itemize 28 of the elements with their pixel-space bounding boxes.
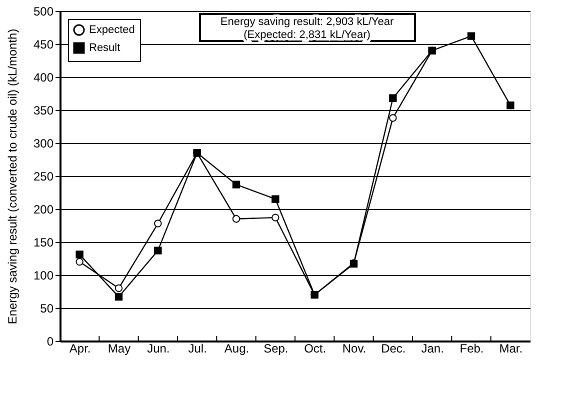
x-tick-label: Sep.: [264, 342, 288, 356]
y-tick-label: 50: [40, 302, 54, 316]
x-tick-label: Jun.: [147, 342, 170, 356]
x-tick-label: Dec.: [381, 342, 406, 356]
y-tick-label: 500: [33, 4, 54, 18]
x-tick-label: Apr.: [69, 342, 91, 356]
x-tick-label: Oct.: [304, 342, 326, 356]
annotation: (Expected: 2,831 kL/Year): [244, 29, 370, 41]
legend-label: Result: [89, 42, 120, 54]
x-tick-label: Nov.: [342, 342, 366, 356]
y-tick-label: 350: [33, 104, 54, 118]
y-tick-label: 450: [33, 38, 54, 52]
y-tick-label: 250: [33, 170, 54, 184]
x-tick-label: Mar.: [499, 342, 523, 356]
y-tick-label: 400: [33, 70, 54, 84]
annotation: Energy saving result: 2,903 kL/Year: [220, 16, 394, 28]
x-tick-label: Feb.: [460, 342, 484, 356]
y-tick-label: 300: [33, 136, 54, 150]
y-tick-label: 0: [46, 334, 54, 348]
x-tick-label: Jul.: [188, 342, 207, 356]
y-tick-label: 100: [33, 268, 54, 282]
y-axis-title: Energy saving result (converted to crude oil) (kL/month): [5, 28, 20, 324]
y-tick-label: 150: [33, 236, 54, 250]
x-tick-label: May: [108, 342, 131, 356]
y-tick-label: 200: [33, 202, 54, 216]
legend-label: Expected: [89, 24, 135, 36]
x-tick-label: Jan.: [421, 342, 444, 356]
x-tick-label: Aug.: [224, 342, 250, 356]
